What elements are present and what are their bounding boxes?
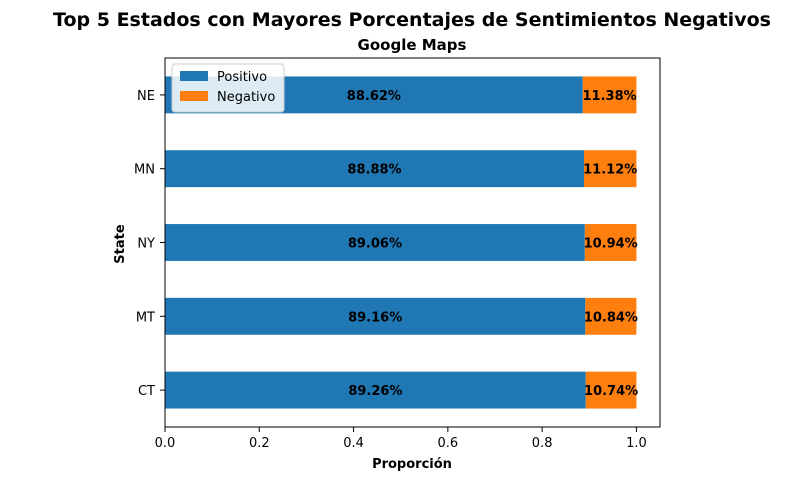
legend: Positivo Negativo: [171, 63, 285, 113]
bar-positivo-ny: [165, 224, 585, 261]
bars-group: [165, 76, 637, 409]
data-label-negativo-ct: 10.74%: [584, 384, 638, 399]
legend-swatch-negativo: [180, 91, 208, 101]
y-tick-label: MN: [134, 163, 155, 178]
bar-negativo-mn: [584, 150, 637, 188]
data-label-negativo-ne: 11.38%: [583, 89, 637, 104]
x-tick-label: 0.0: [155, 436, 176, 451]
x-tick-label: 0.2: [249, 436, 270, 451]
chart-subtitle: Google Maps: [358, 36, 467, 54]
bar-negativo-ne: [582, 76, 637, 114]
bar-labels-group: 88.62% 11.38% 88.88% 11.12% 89.06% 10.94% 89.1…: [347, 89, 638, 399]
data-label-negativo-ny: 10.94%: [584, 237, 638, 252]
data-label-positivo-mn: 88.88%: [347, 163, 401, 178]
bar-positivo-mn: [165, 150, 585, 188]
y-tick-label: NY: [137, 237, 155, 252]
y-tick-label: NE: [137, 89, 155, 104]
x-tick-label: 0.8: [532, 436, 553, 451]
bar-negativo-ny: [584, 224, 637, 261]
data-label-positivo-ny: 89.06%: [348, 237, 402, 252]
legend-swatch-positivo: [180, 71, 208, 81]
x-tick-label: 0.6: [438, 436, 459, 451]
y-tick-label: MT: [136, 310, 155, 325]
data-label-positivo-ne: 88.62%: [347, 89, 401, 104]
x-axis-label: Proporción: [372, 457, 452, 472]
bar-positivo-ct: [165, 371, 586, 409]
bar-negativo-ct: [585, 371, 637, 409]
legend-label-positivo: Positivo: [217, 70, 267, 85]
bar-negativo-mt: [585, 297, 637, 335]
x-tick-label: 0.4: [343, 436, 364, 451]
x-axis: 0.0 0.2 0.4 0.6 0.8 1.0: [155, 427, 647, 451]
y-tick-label: CT: [138, 384, 155, 399]
x-tick-label: 1.0: [626, 436, 647, 451]
data-label-positivo-mt: 89.16%: [348, 310, 402, 325]
legend-label-negativo: Negativo: [217, 90, 275, 105]
chart-title: Top 5 Estados con Mayores Porcentajes de…: [53, 9, 771, 31]
y-axis: NE MN NY MT CT: [134, 89, 165, 399]
data-label-negativo-mn: 11.12%: [583, 163, 637, 178]
y-axis-label: State: [113, 224, 128, 264]
data-label-negativo-mt: 10.84%: [584, 310, 638, 325]
bar-positivo-mt: [165, 297, 586, 335]
data-label-positivo-ct: 89.26%: [348, 384, 402, 399]
